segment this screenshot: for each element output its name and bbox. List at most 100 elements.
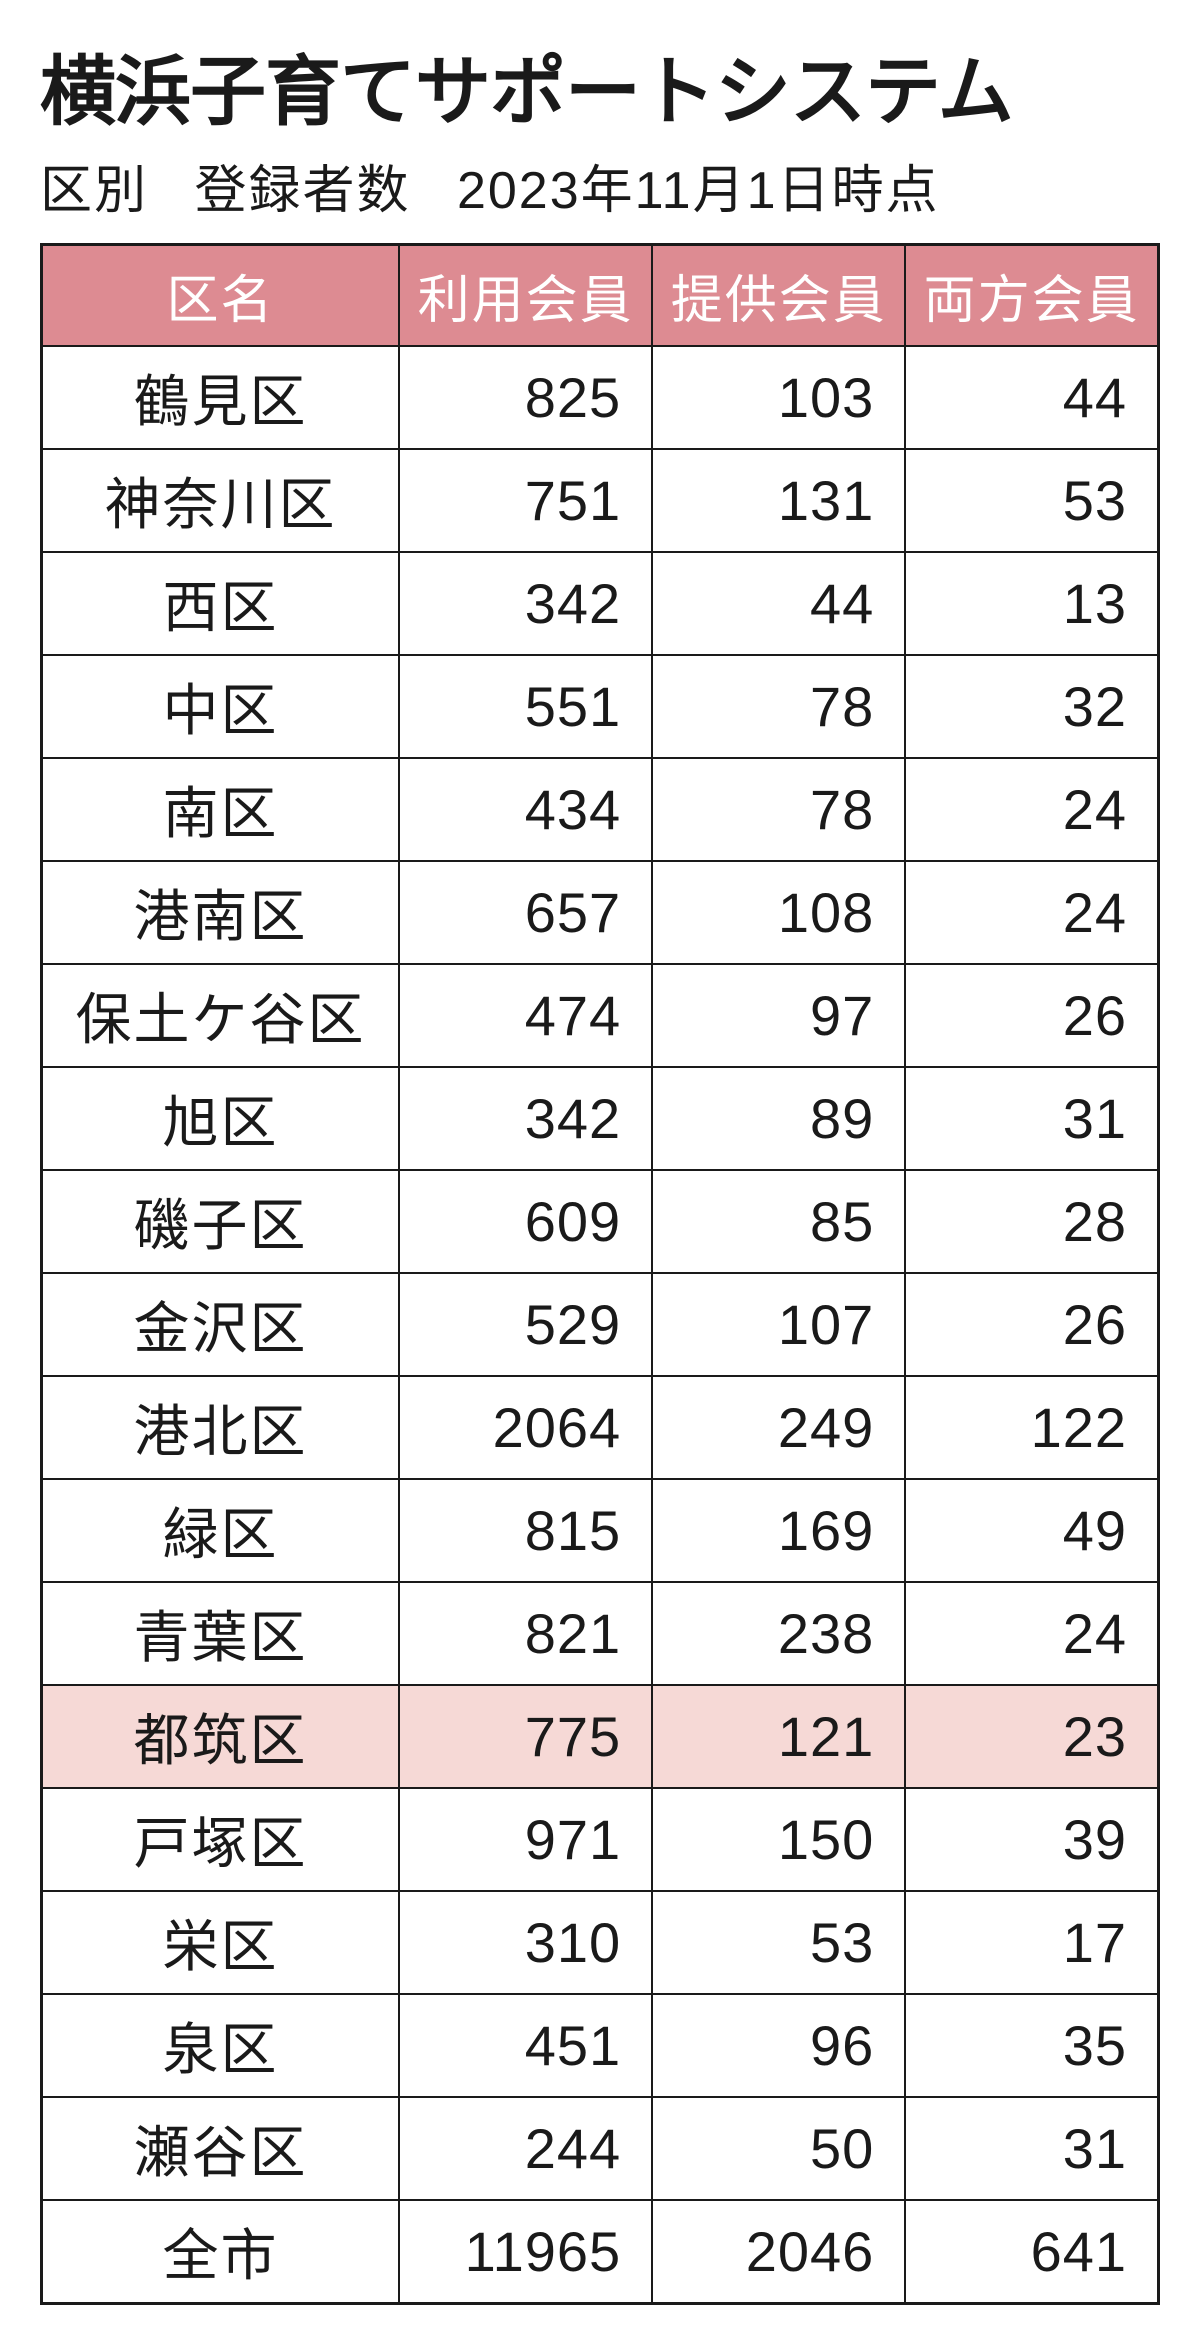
table-row: 緑区81516949 [42, 1479, 1159, 1582]
cell-ward-name: 南区 [42, 758, 400, 861]
table-row: 港南区65710824 [42, 861, 1159, 964]
table-row: 泉区4519635 [42, 1994, 1159, 2097]
table-row: 都筑区77512123 [42, 1685, 1159, 1788]
cell-user-count: 451 [399, 1994, 652, 2097]
cell-both-count: 26 [905, 964, 1158, 1067]
cell-ward-name: 港北区 [42, 1376, 400, 1479]
column-header-both: 両方会員 [905, 245, 1158, 347]
cell-user-count: 657 [399, 861, 652, 964]
data-table: 区名 利用会員 提供会員 両方会員 鶴見区82510344神奈川区7511315… [40, 243, 1160, 2305]
cell-provider-count: 2046 [652, 2200, 905, 2304]
table-row: 鶴見区82510344 [42, 346, 1159, 449]
cell-both-count: 35 [905, 1994, 1158, 2097]
cell-both-count: 17 [905, 1891, 1158, 1994]
cell-ward-name: 西区 [42, 552, 400, 655]
cell-ward-name: 港南区 [42, 861, 400, 964]
cell-ward-name: 神奈川区 [42, 449, 400, 552]
page-subtitle: 区別 登録者数 2023年11月1日時点 [40, 148, 1160, 223]
subtitle-part: 2023年11月1日時点 [457, 148, 940, 223]
cell-provider-count: 96 [652, 1994, 905, 2097]
cell-provider-count: 150 [652, 1788, 905, 1891]
cell-user-count: 815 [399, 1479, 652, 1582]
cell-provider-count: 108 [652, 861, 905, 964]
subtitle-part: 区別 [40, 148, 148, 223]
page-title: 横浜子育てサポートシステム [40, 30, 1160, 140]
cell-both-count: 26 [905, 1273, 1158, 1376]
table-row: 中区5517832 [42, 655, 1159, 758]
table-row: 神奈川区75113153 [42, 449, 1159, 552]
cell-provider-count: 121 [652, 1685, 905, 1788]
cell-provider-count: 131 [652, 449, 905, 552]
cell-user-count: 609 [399, 1170, 652, 1273]
cell-both-count: 13 [905, 552, 1158, 655]
cell-ward-name: 鶴見区 [42, 346, 400, 449]
cell-user-count: 434 [399, 758, 652, 861]
cell-user-count: 11965 [399, 2200, 652, 2304]
cell-both-count: 24 [905, 861, 1158, 964]
cell-user-count: 2064 [399, 1376, 652, 1479]
cell-both-count: 24 [905, 758, 1158, 861]
cell-ward-name: 全市 [42, 2200, 400, 2304]
cell-both-count: 32 [905, 655, 1158, 758]
table-row: 港北区2064249122 [42, 1376, 1159, 1479]
cell-both-count: 24 [905, 1582, 1158, 1685]
cell-ward-name: 戸塚区 [42, 1788, 400, 1891]
cell-provider-count: 89 [652, 1067, 905, 1170]
cell-both-count: 53 [905, 449, 1158, 552]
subtitle-part: 登録者数 [194, 148, 410, 223]
cell-user-count: 775 [399, 1685, 652, 1788]
table-row: 南区4347824 [42, 758, 1159, 861]
column-header-ward: 区名 [42, 245, 400, 347]
table-row: 全市119652046641 [42, 2200, 1159, 2304]
cell-provider-count: 78 [652, 758, 905, 861]
cell-both-count: 122 [905, 1376, 1158, 1479]
cell-provider-count: 238 [652, 1582, 905, 1685]
column-header-provider: 提供会員 [652, 245, 905, 347]
cell-ward-name: 金沢区 [42, 1273, 400, 1376]
cell-user-count: 825 [399, 346, 652, 449]
table-header-row: 区名 利用会員 提供会員 両方会員 [42, 245, 1159, 347]
cell-provider-count: 44 [652, 552, 905, 655]
cell-provider-count: 97 [652, 964, 905, 1067]
cell-user-count: 342 [399, 552, 652, 655]
cell-ward-name: 栄区 [42, 1891, 400, 1994]
cell-ward-name: 都筑区 [42, 1685, 400, 1788]
cell-provider-count: 249 [652, 1376, 905, 1479]
cell-ward-name: 保土ケ谷区 [42, 964, 400, 1067]
table-row: 磯子区6098528 [42, 1170, 1159, 1273]
cell-both-count: 44 [905, 346, 1158, 449]
cell-user-count: 971 [399, 1788, 652, 1891]
cell-provider-count: 53 [652, 1891, 905, 1994]
cell-ward-name: 泉区 [42, 1994, 400, 2097]
cell-provider-count: 50 [652, 2097, 905, 2200]
cell-both-count: 39 [905, 1788, 1158, 1891]
cell-ward-name: 瀬谷区 [42, 2097, 400, 2200]
table-row: 栄区3105317 [42, 1891, 1159, 1994]
cell-user-count: 529 [399, 1273, 652, 1376]
cell-provider-count: 78 [652, 655, 905, 758]
cell-provider-count: 85 [652, 1170, 905, 1273]
cell-user-count: 821 [399, 1582, 652, 1685]
table-row: 戸塚区97115039 [42, 1788, 1159, 1891]
cell-user-count: 342 [399, 1067, 652, 1170]
table-row: 金沢区52910726 [42, 1273, 1159, 1376]
table-row: 保土ケ谷区4749726 [42, 964, 1159, 1067]
table-row: 青葉区82123824 [42, 1582, 1159, 1685]
cell-both-count: 31 [905, 1067, 1158, 1170]
cell-ward-name: 緑区 [42, 1479, 400, 1582]
column-header-user: 利用会員 [399, 245, 652, 347]
cell-ward-name: 青葉区 [42, 1582, 400, 1685]
cell-user-count: 551 [399, 655, 652, 758]
cell-both-count: 23 [905, 1685, 1158, 1788]
cell-both-count: 49 [905, 1479, 1158, 1582]
table-body: 鶴見区82510344神奈川区75113153西区3424413中区551783… [42, 346, 1159, 2304]
cell-both-count: 31 [905, 2097, 1158, 2200]
cell-ward-name: 磯子区 [42, 1170, 400, 1273]
table-row: 瀬谷区2445031 [42, 2097, 1159, 2200]
cell-user-count: 474 [399, 964, 652, 1067]
cell-both-count: 641 [905, 2200, 1158, 2304]
cell-ward-name: 旭区 [42, 1067, 400, 1170]
table-row: 旭区3428931 [42, 1067, 1159, 1170]
cell-both-count: 28 [905, 1170, 1158, 1273]
cell-provider-count: 107 [652, 1273, 905, 1376]
